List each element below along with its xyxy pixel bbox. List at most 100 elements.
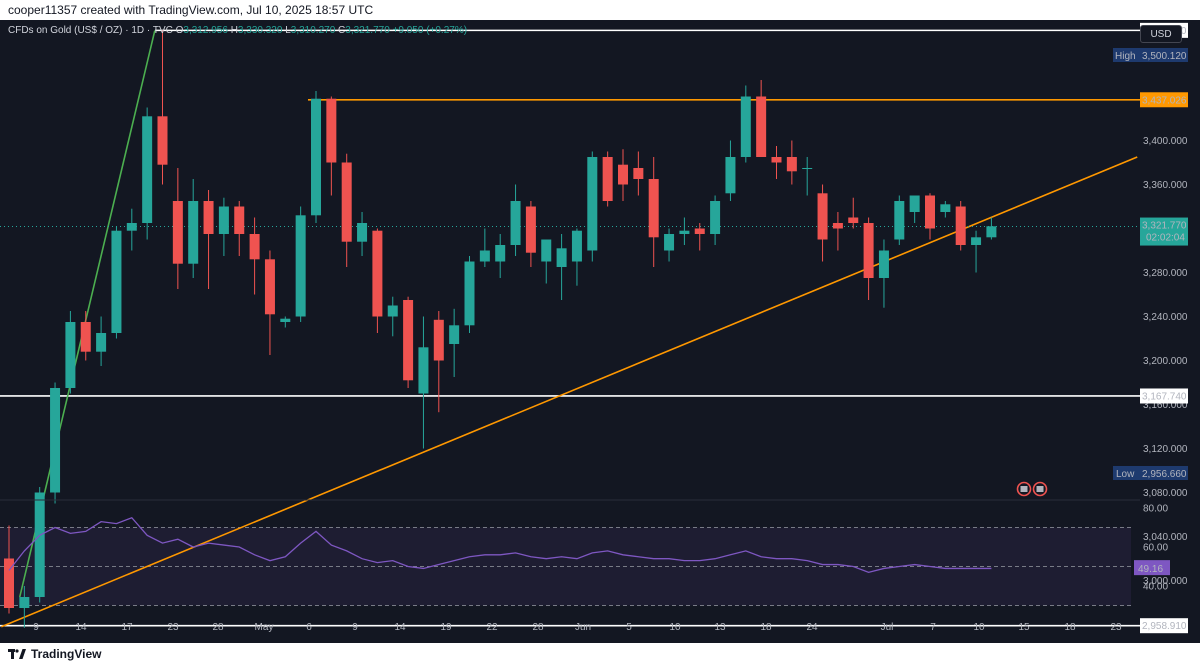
candle [172,201,183,264]
low-tag-value-bg [1140,466,1188,480]
time-axis-label: 14 [394,622,406,633]
trendline[interactable] [1,156,1138,628]
rsi-value-tag-bg [1134,560,1170,576]
candle [832,223,843,229]
price-tick-label: 3,040.000 [1143,532,1188,543]
time-axis-label: 23 [1110,622,1122,633]
time-axis-label: 9 [352,622,358,633]
time-axis-label: 28 [212,622,224,633]
candle [602,157,613,201]
candle [203,201,214,234]
time-axis-label: 23 [167,622,179,633]
snapshot-header: cooper11357 created with TradingView.com… [0,0,1200,20]
time-axis-label: 14 [75,622,87,633]
high-tag-value: 3,500.120 [1142,51,1187,62]
price-tick-label: 3,080.000 [1143,488,1188,499]
tradingview-logo: TradingView [8,646,101,662]
candle [525,206,536,253]
price-tick-label: 3,400.000 [1143,136,1188,147]
candle [126,223,137,231]
legend-open-key: O [175,25,184,36]
time-axis-label: 10 [669,622,681,633]
candle [725,157,736,194]
level-tag-2958: 2,958.910 [1142,621,1187,632]
time-axis-label: 9 [33,622,39,633]
level-tag-3167: 3,167.740 [1142,391,1187,402]
candle [894,201,905,240]
candle [679,230,690,234]
candle [34,492,45,597]
chart-area[interactable] [0,20,1200,643]
candle [878,250,889,278]
candle [925,195,935,229]
level-tag-2958-bg [1140,618,1188,634]
time-axis-label: 13 [714,622,726,633]
candle [142,116,153,223]
candle [157,116,168,165]
time-axis-label: 15 [1018,622,1030,633]
tradingview-logo-icon [8,649,26,659]
legend-change: +9.050 (+0.27%) [392,25,468,36]
low-tag-label: Low [1116,469,1135,480]
level-tag-3167-bg [1140,388,1188,404]
candle [694,228,705,234]
rsi-tick-label: 40.00 [1143,582,1168,593]
time-axis-label: 6 [306,622,312,633]
us-flag-icon [1020,486,1028,492]
candle [786,157,797,172]
time-axis-label: 24 [806,622,818,633]
candle [372,230,383,317]
us-flag-icon [1036,486,1044,492]
candle [96,333,107,352]
candle [111,230,122,333]
candle [710,201,721,234]
price-tick-label: 3,120.000 [1143,444,1188,455]
time-axis-label: 10 [973,622,985,633]
candle [264,259,275,315]
candle [433,319,444,361]
candle [510,201,521,245]
legend-open: 3,312.956 [183,25,228,36]
tradingview-logo-text: TradingView [31,647,102,661]
candle [971,237,982,245]
time-axis-label: 7 [930,622,936,633]
time-axis-label: Jul [881,622,894,633]
candle [986,226,997,238]
time-axis-label: 18 [760,622,772,633]
candle [464,261,475,326]
candle [587,157,598,251]
price-tick-label: 3,160.000 [1143,400,1188,411]
candle [618,164,628,185]
high-tag-value-bg [1140,48,1188,62]
price-tick-label: 3,240.000 [1143,312,1188,323]
candle [449,325,460,344]
time-axis-label: 22 [486,622,498,633]
legend-close: 3,321.770 [345,25,390,36]
rsi-band [0,527,1131,606]
candle [802,168,813,169]
candle [633,168,644,179]
candle [418,347,429,394]
candle [280,318,291,322]
legend-low-key: L [285,25,291,36]
candle [909,195,920,212]
candle [756,96,767,157]
rsi-line [8,516,992,574]
candle [955,206,966,245]
candle [50,388,61,493]
candle [817,193,828,240]
candle [218,206,229,234]
candle [341,162,352,242]
high-tag-label: High [1115,51,1136,62]
candle [740,96,751,157]
candle [848,217,859,223]
price-tick-label: 3,280.000 [1143,268,1188,279]
legend-close-key: C [338,25,346,36]
low-tag-value: 2,956.660 [1142,469,1187,480]
price-tick-label: 3,360.000 [1143,180,1188,191]
currency-button[interactable]: USD [1140,25,1182,43]
candle [863,223,874,278]
candle [80,322,91,352]
candle [4,558,14,608]
